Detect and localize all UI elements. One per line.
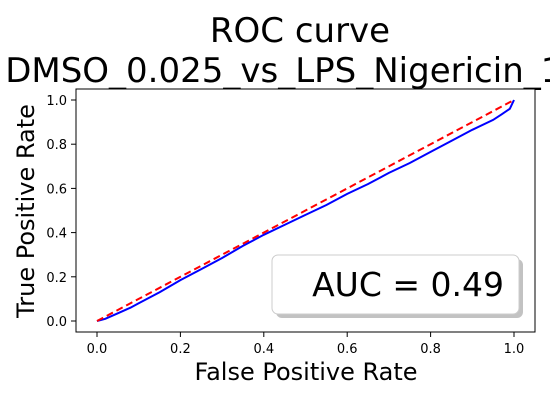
x-tick-label: 0.4	[253, 342, 274, 357]
legend-box	[271, 254, 520, 315]
x-tick-label: 0.8	[420, 342, 441, 357]
diagonal-reference-line	[96, 99, 515, 322]
chart-subtitle: DMSO_0.025_vs_LPS_Nigericin_1.0	[5, 51, 550, 91]
chart-title: ROC curve	[210, 11, 390, 51]
y-tick-label: 0.2	[46, 271, 67, 286]
x-axis-label: False Positive Rate	[194, 358, 417, 386]
x-tick-label: 0.2	[170, 342, 191, 357]
y-tick-label: 0.8	[46, 138, 67, 153]
auc-annotation: AUC = 0.49	[312, 265, 504, 304]
plot-area: 0.0 0.2 0.4 0.6 0.8 1.0 0.0 0.2 0.4 0.6 0.8 1.0 AUC …	[46, 88, 536, 357]
x-tick-label: 0.0	[87, 342, 108, 357]
x-tick-label: 0.6	[337, 342, 358, 357]
y-tick-label: 0.6	[46, 182, 67, 197]
y-tick-label: 1.0	[46, 94, 67, 109]
y-tick-label: 0.4	[46, 227, 67, 242]
roc-curve-line	[96, 99, 515, 322]
y-axis-label: True Positive Rate	[12, 104, 40, 319]
y-tick-label: 0.0	[46, 315, 67, 330]
x-tick-label: 1.0	[504, 342, 525, 357]
